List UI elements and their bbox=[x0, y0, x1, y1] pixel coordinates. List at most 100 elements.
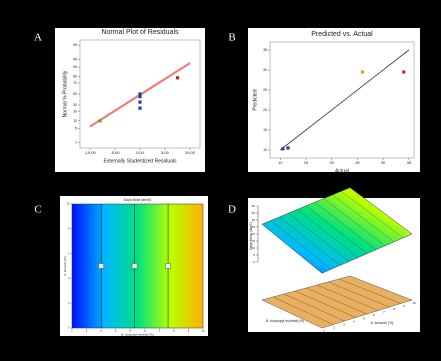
x-tick-label: 9 bbox=[403, 304, 405, 308]
x-tick-label: 25 bbox=[355, 160, 360, 165]
data-point bbox=[98, 119, 102, 123]
surface-mesh bbox=[297, 209, 359, 258]
chart-title: Normal Plot of Residuals bbox=[101, 29, 179, 36]
floor-contour bbox=[305, 287, 368, 315]
x-tick-label: 8 bbox=[173, 330, 175, 333]
y-tick-label: 35 bbox=[263, 48, 267, 52]
x-tick-label: 4 bbox=[115, 330, 117, 333]
fit-line bbox=[280, 49, 410, 151]
x-tick-label: 6 bbox=[373, 313, 375, 317]
y-tick-label: 10 bbox=[263, 148, 267, 152]
y-axis-label: A: benzoin (%) bbox=[63, 256, 67, 276]
floor-contour bbox=[272, 296, 334, 325]
y-axis-label: Normal % Probability bbox=[62, 70, 68, 117]
y-tick-label: 10 bbox=[67, 203, 70, 206]
panel-letter: C bbox=[34, 204, 41, 216]
plot-frame bbox=[269, 41, 415, 159]
x-tick-label: 5 bbox=[363, 316, 365, 320]
floor-plane bbox=[261, 275, 413, 329]
x-tick-label: 10 bbox=[412, 301, 416, 305]
y-tick-label: 1 bbox=[75, 141, 77, 145]
contour-fill bbox=[71, 203, 204, 329]
x-tick-label: 8 bbox=[393, 307, 395, 311]
y-tick-label: 99 bbox=[73, 43, 77, 47]
y-axis-label: B: isopropyl myristat (%) bbox=[266, 319, 304, 323]
y-tick-label: 10 bbox=[73, 119, 77, 123]
data-point bbox=[138, 100, 142, 104]
surface-mesh bbox=[341, 191, 404, 239]
x-axis-label: B: isopropyl myristat (%) bbox=[121, 332, 154, 336]
z-tick-label: 25 bbox=[252, 225, 256, 229]
floor-contour bbox=[327, 281, 390, 308]
surface-mesh bbox=[314, 202, 377, 250]
x-tick-label: 3 bbox=[343, 323, 345, 327]
data-point bbox=[138, 106, 142, 110]
y-tick-label: 90 bbox=[73, 65, 77, 69]
y-tick-label: 0 bbox=[68, 327, 70, 330]
floor-contour bbox=[294, 290, 356, 318]
x-tick-label: 5.00 bbox=[161, 150, 170, 155]
panel-letter: D bbox=[228, 204, 236, 216]
panel-b bbox=[248, 28, 420, 172]
x-tick-label: -5.00 bbox=[110, 150, 120, 155]
x-tick-label: 2 bbox=[86, 330, 88, 333]
floor-contour bbox=[338, 278, 401, 304]
x-tick-label: 2 bbox=[333, 326, 335, 330]
x-tick-label: 5 bbox=[130, 330, 132, 333]
x-tick-label: 3 bbox=[100, 330, 102, 333]
x-axis-label: Externally Studentized Residuals bbox=[103, 158, 177, 164]
panel-letter: B bbox=[228, 32, 235, 44]
surface-mesh bbox=[305, 205, 368, 254]
surface-mesh bbox=[288, 213, 350, 262]
response-surface bbox=[261, 187, 413, 274]
x-tick-label: 1 bbox=[323, 329, 325, 333]
z-tick-label: 10 bbox=[252, 246, 256, 250]
x-tick-label: -10.00 bbox=[84, 150, 96, 155]
x-tick-label: 0.00 bbox=[136, 150, 145, 155]
z-tick-label: 0 bbox=[253, 260, 255, 264]
x-tick-label: 10 bbox=[278, 160, 283, 165]
y-axis-label: Predicted bbox=[252, 89, 258, 110]
x-tick-label: 7 bbox=[383, 310, 385, 314]
x-tick-label: 15 bbox=[304, 160, 309, 165]
data-point bbox=[138, 95, 142, 99]
y-tick-label: 70 bbox=[73, 81, 77, 85]
x-tick-label: 1 bbox=[71, 330, 73, 333]
data-point bbox=[175, 76, 180, 80]
z-tick-label: 40 bbox=[252, 204, 256, 208]
surface-mesh bbox=[279, 216, 341, 266]
z-axis-label: Days Most (devS) bbox=[249, 222, 253, 250]
surface-mesh bbox=[332, 194, 395, 242]
x-tick-label: 9 bbox=[188, 330, 190, 333]
x-tick-label: 35 bbox=[407, 160, 412, 165]
y-tick-label: 2 bbox=[68, 302, 70, 305]
y-tick-label: 20 bbox=[73, 110, 77, 114]
x-axis-label: A: benzoin (%) bbox=[371, 321, 394, 325]
x-axis-label: Actual bbox=[335, 168, 349, 174]
design-point bbox=[131, 263, 138, 269]
y-tick-label: 30 bbox=[73, 103, 77, 107]
x-tick-label: 7 bbox=[159, 330, 161, 333]
y-tick-label: 95 bbox=[73, 57, 77, 61]
y-tick-label: 5 bbox=[75, 126, 77, 130]
z-tick-label: 30 bbox=[252, 218, 256, 222]
z-tick-label: 5 bbox=[253, 253, 255, 257]
y-tick-label: 15 bbox=[263, 128, 267, 132]
x-tick-label: 20 bbox=[329, 160, 334, 165]
floor-contour bbox=[283, 293, 345, 322]
x-tick-label: 10.00 bbox=[185, 150, 196, 155]
floor-contour bbox=[316, 284, 379, 311]
surface-mesh bbox=[270, 220, 332, 270]
y-tick-label: 20 bbox=[263, 108, 267, 112]
y-tick-label: 6 bbox=[68, 252, 70, 255]
z-tick-label: 15 bbox=[252, 239, 256, 243]
surface-mesh bbox=[323, 198, 386, 246]
y-tick-label: 30 bbox=[263, 68, 267, 72]
data-point bbox=[360, 70, 365, 74]
data-point bbox=[138, 92, 142, 96]
x-tick-label: 4 bbox=[353, 319, 355, 323]
data-point bbox=[281, 147, 285, 151]
x-tick-label: 30 bbox=[381, 160, 386, 165]
data-point bbox=[286, 146, 290, 150]
